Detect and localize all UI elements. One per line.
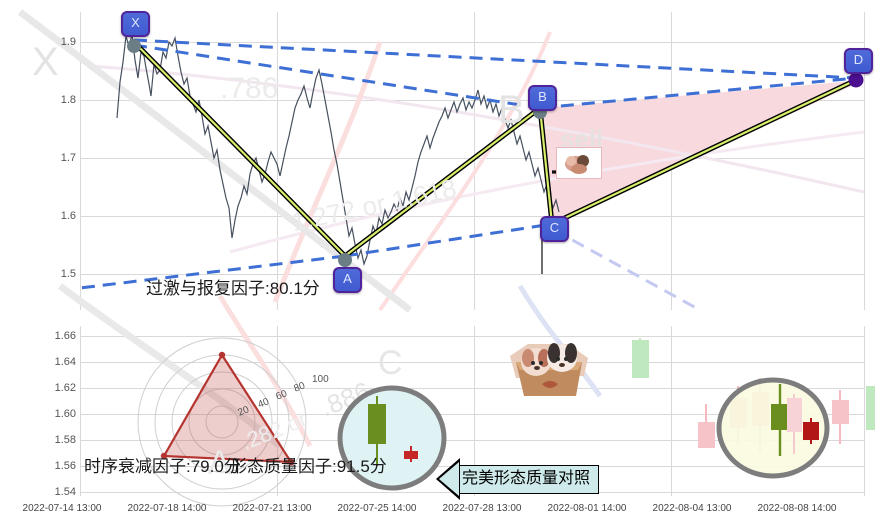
radar-series [160,351,295,466]
factor-excess-label: 过激与报复因子:80.1分 [146,279,320,298]
x-tick: 2022-07-21 13:00 [232,503,312,514]
watermark-fib-786: .786 [220,72,279,105]
x-tick: 2022-08-04 13:00 [652,503,732,514]
gridline-v [277,326,278,496]
gridline-v [474,12,475,310]
node-label-d[interactable]: D [844,48,873,74]
price-series-line [116,33,560,267]
thumbnail-graphic [557,148,601,178]
node-label-a[interactable]: A [333,267,362,293]
node-label-c[interactable]: C [540,216,569,242]
pattern-point-x [127,39,141,53]
gridline-h [80,216,865,217]
gridline-v [80,326,81,496]
x-tick: 2022-08-01 14:00 [547,503,627,514]
gridline-h [80,336,865,337]
y-tick: 1.8 [60,94,76,106]
upper-price-panel: X B .786 1.272 or 1.618 sell X A B C D [17,9,873,313]
callout-arrow-icon [436,458,460,500]
fib-arc-faint-red [272,41,383,303]
x-tick: 2022-07-28 13:00 [442,503,522,514]
fib-arc-faint [89,64,865,194]
x-tick: 2022-07-18 14:00 [127,503,207,514]
node-label-b[interactable]: B [528,85,557,111]
pattern-point-a [338,253,352,267]
fib-arc-faint-grey [57,283,283,449]
y-tick: 1.66 [54,330,76,342]
projection-line-bd [539,76,857,110]
y-tick: 1.60 [54,408,76,420]
pattern-point-d [848,72,864,88]
gridline-v [864,12,865,310]
y-tick: 1.62 [54,382,76,394]
projection-line-d-down [553,228,701,312]
fib-arc-faint-grey [17,9,413,313]
x-tick: 2022-07-25 14:00 [337,503,417,514]
gridline-v [864,326,865,496]
radar-tick: 100 [312,374,329,385]
projection-line-xb [133,43,541,110]
x-tick: 2022-07-14 13:00 [22,503,102,514]
gridline-v [474,326,475,496]
gridline-h [80,42,865,43]
watermark-letter-b: B [498,88,525,132]
projection-line-a-left [79,254,346,290]
dogs-in-box-image[interactable] [498,336,598,400]
projection-line-xd [133,38,857,80]
fib-arc-faint-red [378,31,552,312]
dogs-graphic [510,343,588,396]
gridline-h [80,362,865,363]
gridline-h [80,414,865,415]
gridline-v [277,12,278,310]
y-tick: 1.58 [54,434,76,446]
y-tick: 1.56 [54,460,76,472]
gridline-h [80,440,865,441]
gridline-h [80,100,865,101]
upper-overlay-svg [17,9,865,313]
watermark-letter-x: X [32,40,59,84]
gridline-h [80,274,865,275]
factor-quality-label: 形态质量因子:91.5分 [230,457,387,476]
gridline-h [80,388,865,389]
fib-arc-faint-red [217,294,313,448]
watermark-letter-c: C [378,344,403,382]
y-tick: 1.64 [54,356,76,368]
gridline-v [80,12,81,310]
y-tick: 1.7 [60,152,76,164]
node-label-x[interactable]: X [121,11,150,37]
watermark-letter-a: A [208,444,231,482]
comparison-callout[interactable]: 完美形态质量对照 [436,458,600,500]
projection-line-ac [344,222,553,258]
y-tick: 1.9 [60,36,76,48]
callout-label: 完美形态质量对照 [460,464,600,494]
y-tick: 1.6 [60,210,76,222]
gridline-v [671,326,672,496]
y-tick: 1.54 [54,486,76,498]
photo-thumbnail-icon[interactable] [556,147,602,179]
y-tick: 1.5 [60,268,76,280]
factor-decay-label: 时序衰减因子:79.0分 [84,457,241,476]
x-tick: 2022-08-08 14:00 [757,503,837,514]
